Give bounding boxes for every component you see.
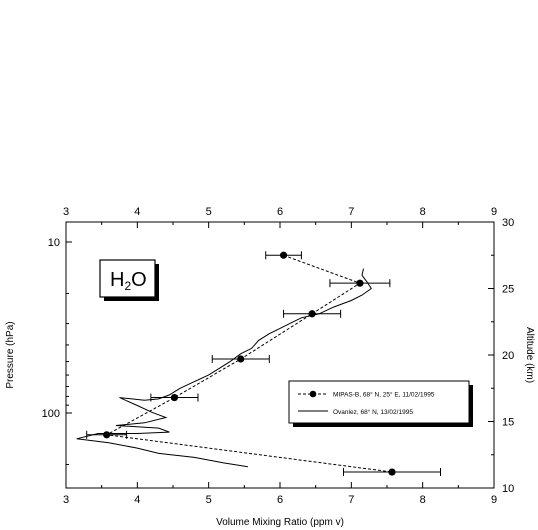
legend: MIPAS-B, 68° N, 25° E, 11/02/1995 Ovanle… xyxy=(288,380,473,427)
data-point xyxy=(170,393,179,402)
x-tick-label-top: 6 xyxy=(277,206,283,218)
x-tick-label-bottom: 6 xyxy=(277,494,283,506)
y-axis-right-title: Altitude (km) xyxy=(524,327,535,383)
x-tick-label-bottom: 4 xyxy=(134,494,140,506)
x-axis-title: Volume Mixing Ratio (ppm v) xyxy=(216,517,344,528)
tick-marks xyxy=(65,221,495,489)
data-point xyxy=(279,251,288,259)
y-left-tick-label: 100 xyxy=(42,408,60,420)
h2o-subscript: 2 xyxy=(124,279,131,293)
x-tick-label-top: 9 xyxy=(491,206,497,218)
data-point xyxy=(103,431,111,439)
x-tick-label-top: 5 xyxy=(206,206,212,218)
legend-label-mipas: MIPAS-B, 68° N, 25° E, 11/02/1995 xyxy=(333,391,435,399)
series-line-ovanlez xyxy=(76,268,372,468)
h2o-title-box: H2O xyxy=(99,259,159,301)
y-right-tick-label: 20 xyxy=(502,350,514,362)
data-point xyxy=(388,468,396,476)
x-tick-label-top: 4 xyxy=(134,206,140,218)
legend-marker-mipas xyxy=(309,390,317,398)
h2o-box xyxy=(99,259,156,298)
y-axis-left-title: Pressure (hPa) xyxy=(5,321,16,388)
y-right-tick-label: 10 xyxy=(502,483,514,495)
legend-label-ovanlez: Ovanlez, 68° N, 13/02/1995 xyxy=(333,408,413,416)
x-tick-label-bottom: 9 xyxy=(491,494,497,506)
tick-labels: 3 3 4 4 5 5 6 6 7 7 8 8 9 9 10 15 20 25 30 10 100 xyxy=(42,206,515,506)
x-tick-label-top: 7 xyxy=(348,206,354,218)
x-tick-label-top: 8 xyxy=(420,206,426,218)
y-right-tick-label: 25 xyxy=(502,284,514,296)
x-tick-label-top: 3 xyxy=(63,206,69,218)
legend-box xyxy=(288,380,470,424)
y-right-tick-label: 30 xyxy=(502,217,514,229)
data-point xyxy=(356,279,364,287)
h2o-o: O xyxy=(131,269,147,291)
y-right-tick-label: 15 xyxy=(502,417,514,429)
x-tick-label-bottom: 5 xyxy=(206,494,212,506)
x-tick-label-bottom: 3 xyxy=(63,494,69,506)
x-tick-label-bottom: 7 xyxy=(348,494,354,506)
y-left-tick-label: 10 xyxy=(48,237,60,249)
data-point xyxy=(237,355,245,363)
h2o-label: H2O xyxy=(110,269,147,293)
x-tick-label-bottom: 8 xyxy=(420,494,426,506)
h2o-h: H xyxy=(110,269,124,291)
series-layer xyxy=(76,251,441,477)
